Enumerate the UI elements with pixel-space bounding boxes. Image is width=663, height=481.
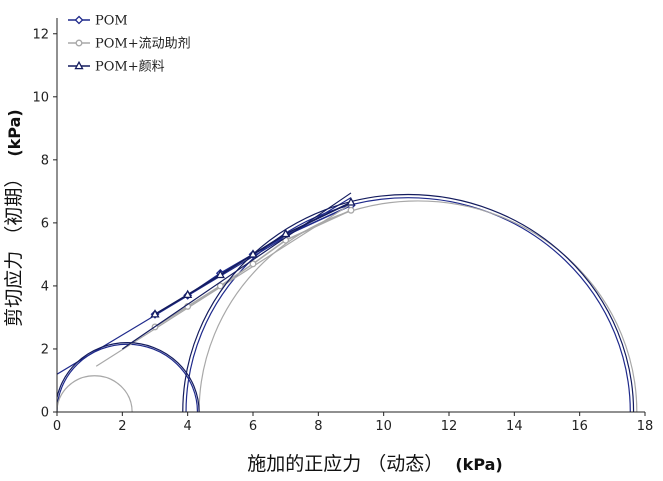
series-2 xyxy=(57,192,635,412)
legend-item: POM+流动助剂 xyxy=(68,37,191,52)
x-tick-label: 2 xyxy=(118,419,126,434)
x-tick-label: 16 xyxy=(571,419,588,434)
series-1 xyxy=(57,200,638,412)
mohr-circle-1 xyxy=(198,200,638,412)
marker-3 xyxy=(249,260,257,268)
x-tick-label: 18 xyxy=(637,419,654,434)
legend-label: POM+颜料 xyxy=(95,59,165,75)
fit-line xyxy=(121,192,352,350)
marker-3 xyxy=(248,249,258,258)
x-axis-title: 施加的正应力 （动态） (kPa) xyxy=(247,453,502,475)
marker-2 xyxy=(216,282,224,290)
series-line xyxy=(154,209,352,328)
legend-item: POM xyxy=(68,14,128,29)
x-tick-label: 4 xyxy=(184,419,192,434)
y-tick-label: 4 xyxy=(41,279,49,294)
marker-5 xyxy=(346,197,356,206)
mohr-circle-0 xyxy=(57,375,133,412)
legend-marker xyxy=(74,60,84,70)
x-tick-label: 0 xyxy=(53,419,61,434)
y-tick-label: 8 xyxy=(41,153,49,168)
mohr-circle-1 xyxy=(185,197,631,412)
legend-item: POM+颜料 xyxy=(68,59,165,75)
marker-1 xyxy=(183,289,193,298)
marker-0 xyxy=(150,309,160,318)
y-tick-label: 6 xyxy=(41,216,49,231)
mohr-circle-0 xyxy=(57,342,200,412)
axes: 0 2 4 6 8 10 12 14 16 18 0 2 4 6 8 10 12 xyxy=(32,18,653,434)
legend-label: POM xyxy=(95,14,128,29)
x-tick-label: 8 xyxy=(314,419,322,434)
y-tick-label: 2 xyxy=(41,342,49,357)
marker-2 xyxy=(215,269,225,279)
plot-area xyxy=(57,192,638,412)
y-tick-label: 0 xyxy=(41,406,49,421)
x-tick-label: 14 xyxy=(506,419,523,434)
marker-4 xyxy=(281,228,291,238)
mohr-circle-0 xyxy=(57,343,199,412)
legend-marker xyxy=(74,15,84,25)
series-line xyxy=(154,201,352,315)
marker-5 xyxy=(347,206,355,214)
plot-content xyxy=(57,192,638,412)
mohr-circle-1 xyxy=(182,193,635,412)
y-tick-label: 10 xyxy=(32,90,49,105)
x-tick-label: 10 xyxy=(375,419,392,434)
series-0 xyxy=(57,197,631,412)
legend: POM POM+流动助剂 POM+颜料 xyxy=(68,14,191,75)
y-tick-label: 12 xyxy=(32,27,49,42)
x-tick-label: 12 xyxy=(441,419,458,434)
legend-marker xyxy=(75,39,83,47)
legend-label: POM+流动助剂 xyxy=(95,37,191,52)
x-tick-label: 6 xyxy=(249,419,257,434)
y-axis-title: 剪切应力 （初期） (kPa) xyxy=(3,109,25,326)
